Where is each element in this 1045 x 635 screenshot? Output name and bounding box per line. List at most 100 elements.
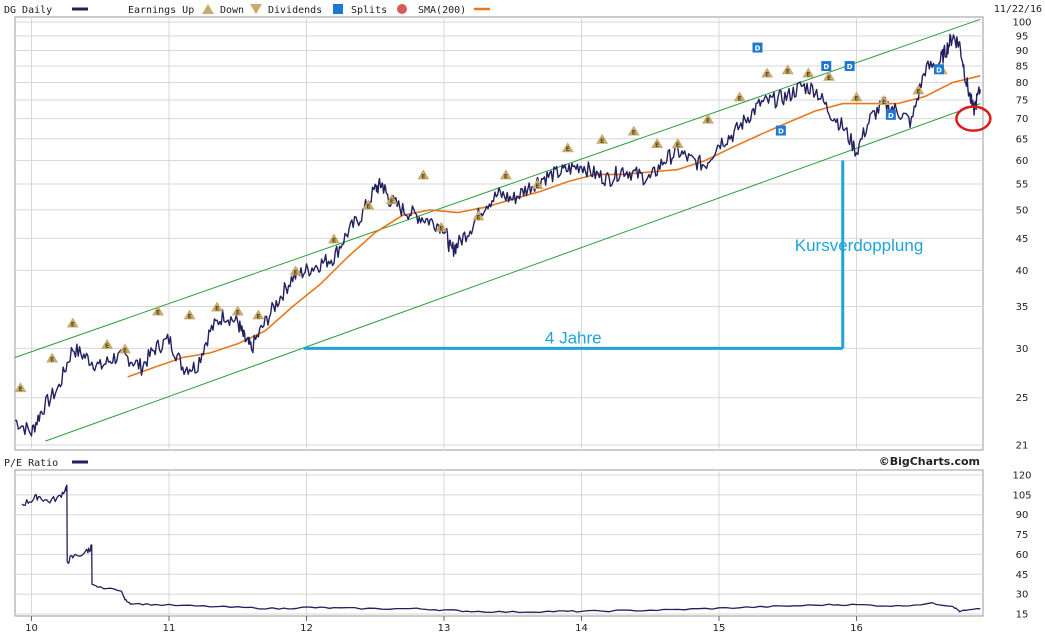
svg-text:E: E: [566, 146, 570, 153]
svg-text:E: E: [293, 269, 297, 276]
pe-ratio-title: P/E Ratio: [4, 458, 58, 469]
event-markers: EEEEEEEEEEEEEEEEEEEEEEEEEEEEEEEEEEDDDDDD: [14, 42, 948, 393]
earnings-triangle-icon: E: [66, 317, 79, 328]
chart-date: 11/22/16: [994, 4, 1042, 15]
trend-channel: [14, 18, 981, 442]
svg-text:E: E: [676, 142, 680, 149]
price-y-axis: 21 25 30 35 40 45 50 55 60 65 70 75 80 85 90 95 100: [1012, 18, 1031, 452]
svg-text:E: E: [188, 313, 192, 320]
price-doubling-label: Kursverdopplung: [795, 236, 924, 255]
price-y-tick-label: 55: [1016, 180, 1029, 191]
price-y-tick-label: 90: [1016, 46, 1029, 57]
price-y-tick-label: 40: [1016, 266, 1029, 277]
channel-line: [14, 18, 981, 358]
earnings-triangle-icon: E: [802, 67, 815, 79]
svg-text:E: E: [535, 183, 539, 190]
price-line: [15, 33, 981, 437]
earnings-triangle-icon: E: [823, 70, 835, 82]
earnings-triangle-icon: E: [119, 343, 131, 354]
earnings-triangle-icon: E: [231, 305, 244, 316]
earnings-triangle-icon: E: [362, 199, 375, 211]
pe-y-tick-label: 60: [1016, 550, 1029, 561]
earnings-triangle-icon: E: [211, 301, 224, 313]
pe-line: [21, 484, 981, 614]
price-y-tick-label: 35: [1016, 302, 1029, 313]
svg-text:E: E: [215, 306, 219, 313]
earnings-triangle-icon: E: [912, 84, 925, 95]
price-y-tick-label: 21: [1016, 441, 1029, 452]
dividend-square-icon: D: [752, 42, 763, 53]
earnings-triangle-icon: E: [733, 91, 746, 102]
x-tick-label: 15: [713, 623, 726, 634]
svg-text:E: E: [439, 226, 443, 233]
pe-y-tick-label: 30: [1016, 590, 1029, 601]
svg-text:E: E: [806, 72, 810, 79]
earnings-triangle-icon: E: [627, 125, 640, 137]
earnings-triangle-icon: E: [702, 113, 714, 125]
svg-text:E: E: [476, 214, 480, 221]
svg-text:E: E: [123, 347, 127, 354]
price-y-tick-label: 65: [1016, 134, 1029, 145]
price-panel: [14, 16, 984, 451]
x-tick-label: 13: [438, 623, 451, 634]
x-tick-label: 11: [163, 623, 176, 634]
price-y-tick-label: 75: [1016, 95, 1029, 106]
channel-line: [45, 103, 981, 442]
earnings-triangle-icon: E: [183, 309, 196, 320]
svg-text:E: E: [332, 237, 336, 244]
svg-text:E: E: [600, 138, 604, 145]
pe-line-layer: [21, 484, 981, 614]
price-y-tick-label: 25: [1016, 393, 1029, 404]
earnings-triangle-icon: E: [671, 137, 684, 149]
svg-text:E: E: [504, 173, 508, 180]
svg-text:E: E: [706, 118, 710, 125]
svg-text:E: E: [854, 95, 858, 102]
dividend-square-icon: D: [844, 61, 855, 72]
bigcharts-credit: ©BigCharts.com: [879, 455, 980, 468]
svg-text:E: E: [366, 204, 370, 211]
price-y-tick-label: 60: [1016, 156, 1029, 167]
earnings-triangle-icon: E: [46, 352, 59, 364]
svg-text:D: D: [755, 45, 761, 53]
svg-text:E: E: [256, 313, 260, 320]
earnings-triangle-icon: E: [781, 64, 794, 75]
svg-text:E: E: [916, 88, 920, 95]
x-axis: 10 11 12 13 14 15 16: [25, 616, 863, 634]
pe-y-tick-label: 90: [1016, 510, 1029, 521]
price-y-tick-label: 95: [1016, 31, 1029, 42]
pe-y-tick-label: 120: [1012, 471, 1031, 482]
price-y-tick-label: 45: [1016, 234, 1029, 245]
x-tick-label: 12: [300, 623, 313, 634]
split-circle-icon: [397, 4, 407, 14]
dividends-label: Dividends: [268, 5, 322, 16]
svg-text:E: E: [827, 75, 831, 82]
svg-text:D: D: [823, 63, 829, 71]
down-label: Down: [220, 5, 244, 16]
price-y-tick-label: 85: [1016, 62, 1029, 73]
dividend-square-icon: D: [885, 109, 896, 120]
earnings-triangle-icon: E: [596, 133, 609, 145]
price-y-tick-label: 50: [1016, 205, 1029, 216]
earnings-triangle-icon: E: [289, 265, 302, 276]
pe-y-axis: 15 30 45 60 75 90 105 120: [1012, 471, 1031, 621]
pe-y-tick-label: 75: [1016, 530, 1029, 541]
dividend-square-icon: [333, 4, 343, 14]
svg-text:E: E: [738, 95, 742, 102]
four-years-label: 4 Jahre: [545, 328, 602, 347]
pe-grid: [15, 470, 983, 616]
svg-text:E: E: [786, 68, 790, 75]
price-y-tick-label: 30: [1016, 344, 1029, 355]
svg-text:D: D: [888, 112, 894, 120]
x-tick-label: 16: [850, 623, 863, 634]
earnings-triangle-icon: E: [761, 67, 774, 79]
svg-text:D: D: [847, 63, 853, 71]
svg-text:D: D: [936, 66, 942, 74]
earnings-triangle-icon: E: [850, 91, 863, 102]
dividend-square-icon: D: [775, 125, 786, 136]
earnings-triangle-icon: E: [435, 221, 448, 233]
pe-panel: [14, 469, 984, 617]
svg-text:E: E: [765, 72, 769, 79]
annotation-layer: 4 Jahre Kursverdopplung: [303, 105, 992, 350]
price-grid: [15, 17, 983, 450]
earnings-triangle-icon: E: [101, 338, 114, 350]
